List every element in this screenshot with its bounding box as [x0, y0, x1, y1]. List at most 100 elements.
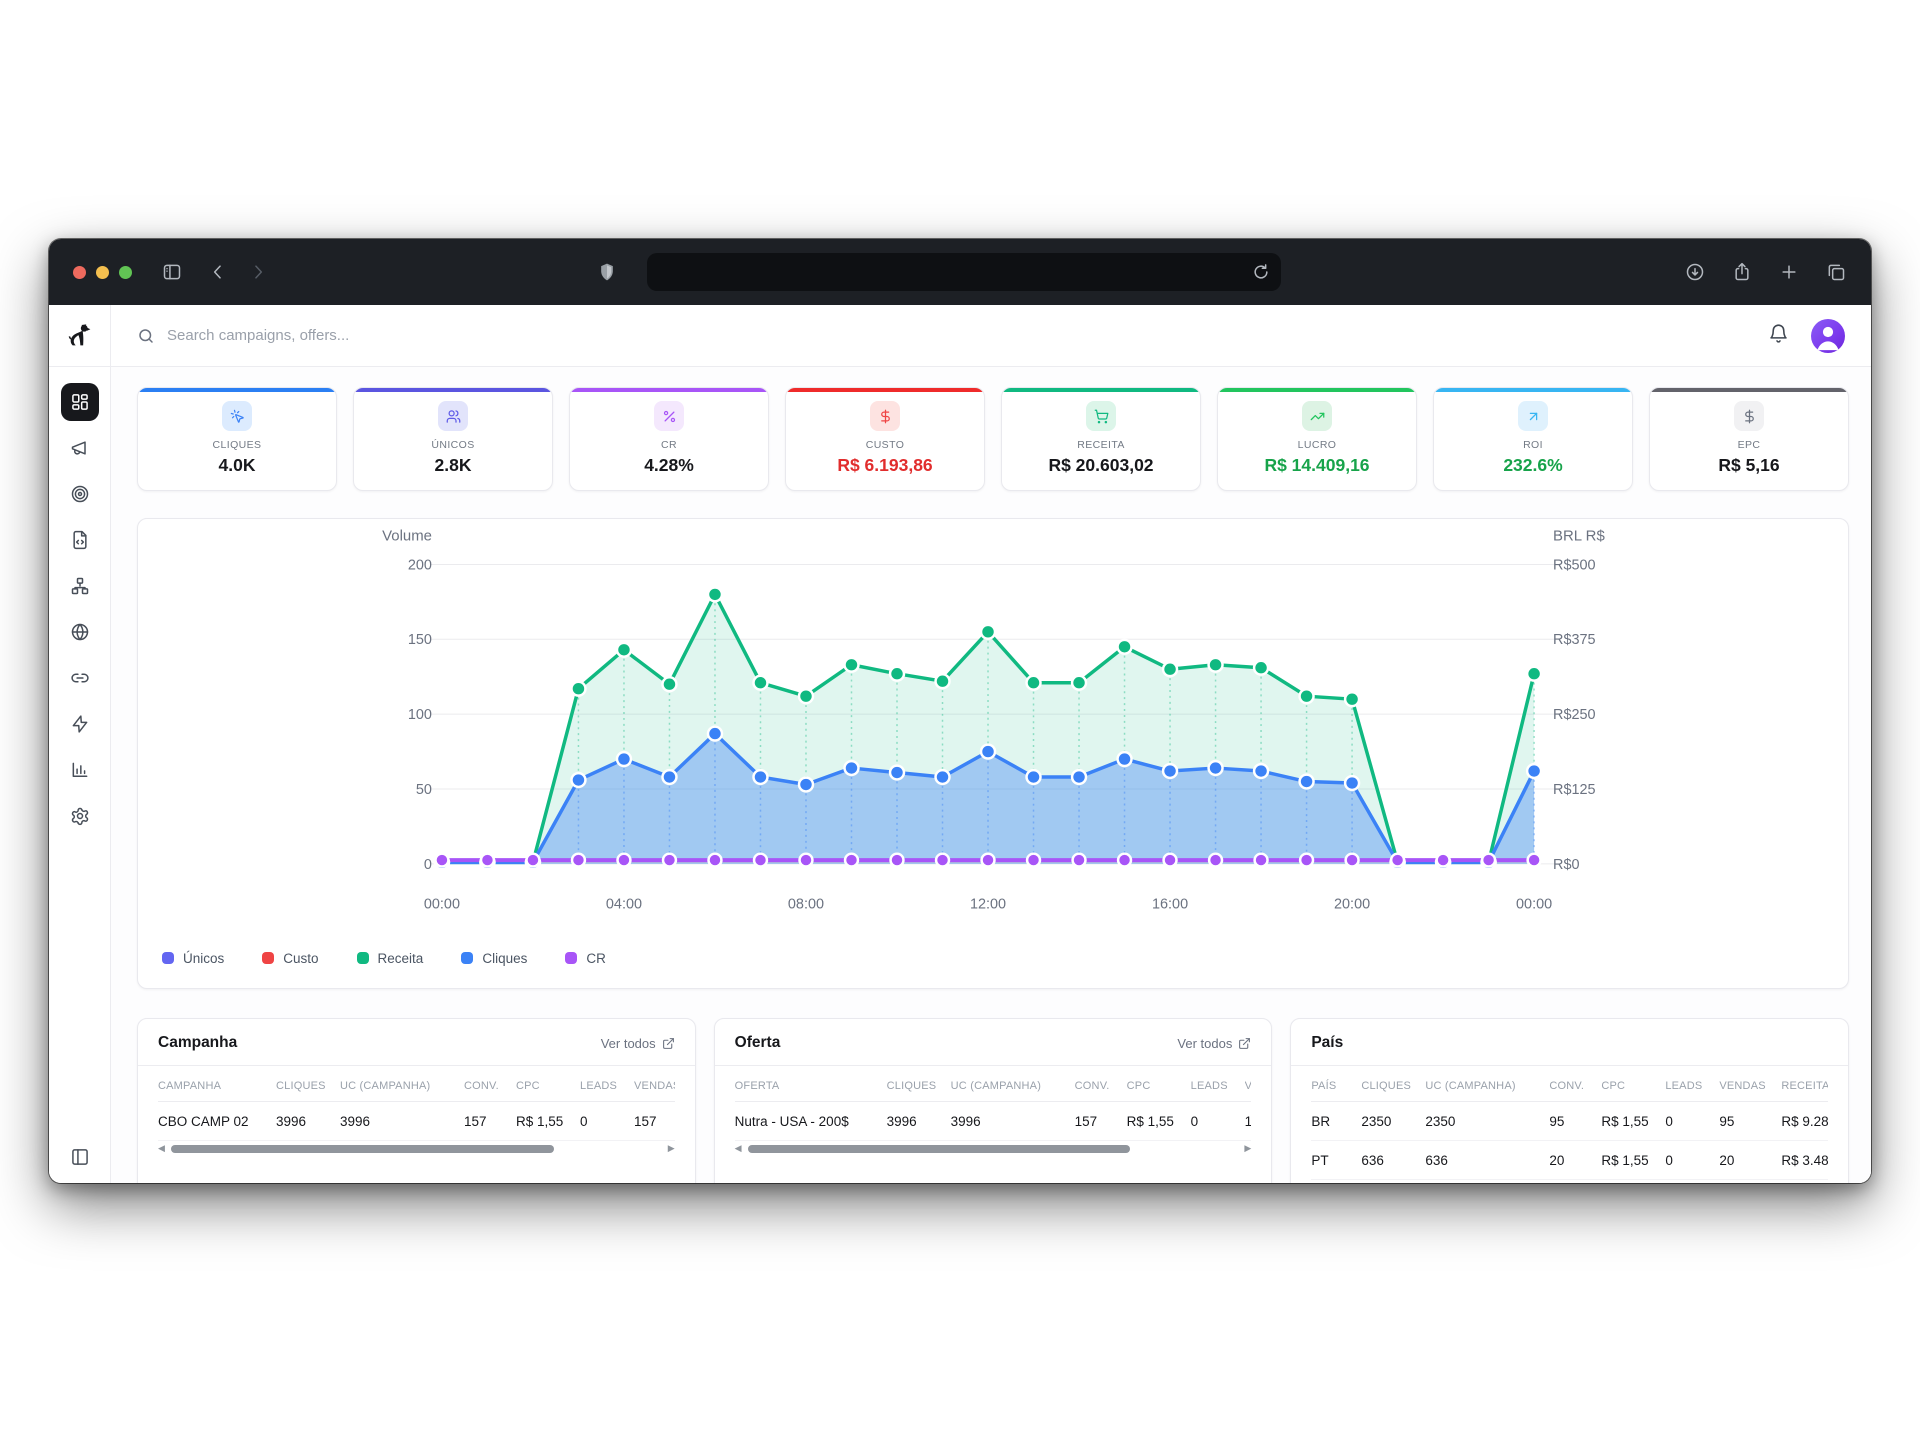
- table-cell: 95: [1719, 1114, 1735, 1129]
- bar-chart-icon: [72, 762, 87, 777]
- table-cell: R$ 1,55: [1126, 1114, 1174, 1129]
- traffic-lights: [73, 265, 132, 279]
- column-header: UC (CAMPANHA): [1425, 1080, 1516, 1092]
- zoom-button[interactable]: [119, 265, 132, 279]
- shield-icon[interactable]: [597, 262, 617, 282]
- sidebar-item-automation[interactable]: [61, 705, 99, 743]
- scrollbar-track[interactable]: [170, 1144, 662, 1153]
- column-header: CAMPANHA: [158, 1080, 222, 1092]
- scrollbar-thumb[interactable]: [170, 1144, 554, 1153]
- horizontal-scrollbar: ◀ ▶: [715, 1141, 1272, 1153]
- forward-icon[interactable]: [248, 262, 268, 282]
- table-cell: 157: [1074, 1114, 1098, 1129]
- column-header: RECEITA (CO: [1781, 1080, 1828, 1092]
- sidebar-item-offers[interactable]: [61, 475, 99, 513]
- kpi-accent-bar: [138, 388, 336, 392]
- column-header: PAÍS: [1311, 1080, 1337, 1092]
- table-cell: 3996: [950, 1114, 981, 1129]
- zap-icon: [72, 715, 87, 733]
- table-header-row: OFERTA CLIQUES UC (CAMPANHA) CONV. CPC LEADS V…: [734, 1066, 1252, 1102]
- share-icon[interactable]: [1732, 262, 1752, 282]
- gear-icon: [71, 807, 88, 826]
- svg-text:16:00: 16:00: [1152, 896, 1188, 912]
- column-header: CPC: [1126, 1080, 1151, 1092]
- click-icon: [222, 401, 252, 431]
- search-input[interactable]: [167, 327, 587, 344]
- back-icon[interactable]: [208, 262, 228, 282]
- sidebar-item-links[interactable]: [61, 659, 99, 697]
- column-header: CPC: [1601, 1080, 1626, 1092]
- minimize-button[interactable]: [96, 265, 109, 279]
- table-title: Oferta: [734, 1034, 781, 1051]
- column-header: VENDAS: [634, 1080, 675, 1092]
- sidebar-toggle-icon[interactable]: [162, 262, 182, 282]
- sidebar-item-dashboard[interactable]: [60, 383, 99, 421]
- sidebar-item-reports[interactable]: [61, 751, 99, 789]
- scroll-right-arrow[interactable]: ▶: [1244, 1143, 1252, 1153]
- address-bar[interactable]: [647, 253, 1281, 291]
- kpi-value: R$ 6.193,86: [837, 455, 933, 475]
- sidebar-item-flows[interactable]: [61, 567, 99, 605]
- table-cell: 636: [1361, 1153, 1384, 1168]
- view-all-link[interactable]: Ver todos: [1177, 1036, 1251, 1051]
- traffic-chart-card: 0 R$0 50 R$125 100 R$250 150 R$375 200 R$500 Volum…: [137, 518, 1849, 989]
- trending-up-icon: [1302, 401, 1332, 431]
- svg-text:BRL R$: BRL R$: [1553, 529, 1605, 545]
- sidebar-item-landing-pages[interactable]: [61, 521, 99, 559]
- scroll-left-arrow[interactable]: ◀: [734, 1143, 742, 1153]
- scroll-right-arrow[interactable]: ▶: [667, 1143, 675, 1153]
- notifications-bell-icon[interactable]: [1768, 323, 1789, 349]
- sidebar-item-campaigns[interactable]: [61, 429, 99, 467]
- kpi-label: CR: [661, 439, 677, 451]
- app-sidebar: [49, 305, 111, 1183]
- column-header: OFERTA: [734, 1080, 780, 1092]
- svg-text:04:00: 04:00: [606, 896, 642, 912]
- kpi-card-únicos: ÚNICOS 2.8K: [353, 387, 553, 491]
- legend-item-receita[interactable]: Receita: [356, 951, 423, 966]
- table-cell: Nutra - USA - 200$: [734, 1114, 849, 1129]
- legend-item-cr[interactable]: CR: [565, 951, 606, 966]
- scroll-left-arrow[interactable]: ◀: [158, 1143, 165, 1153]
- svg-text:00:00: 00:00: [1516, 896, 1552, 912]
- app-logo[interactable]: [49, 305, 110, 367]
- view-all-link[interactable]: Ver todos: [601, 1036, 675, 1051]
- scrollbar-track[interactable]: [747, 1144, 1239, 1153]
- dollar-icon: [870, 401, 900, 431]
- close-button[interactable]: [73, 265, 86, 279]
- column-header: CLIQUES: [1361, 1080, 1412, 1092]
- legend-item-custo[interactable]: Custo: [262, 951, 319, 966]
- table-cell: 0: [1190, 1114, 1199, 1129]
- table-cell: 157: [464, 1114, 487, 1129]
- kpi-value: R$ 5,16: [1718, 455, 1780, 475]
- svg-text:50: 50: [416, 782, 432, 798]
- globe-icon: [71, 623, 88, 641]
- legend-item-únicos[interactable]: Únicos: [162, 951, 224, 966]
- search-icon: [139, 328, 153, 343]
- scrollbar-thumb[interactable]: [747, 1144, 1131, 1153]
- legend-swatch: [162, 952, 174, 964]
- tab-overview-icon[interactable]: [1826, 262, 1846, 282]
- legend-swatch: [461, 952, 474, 964]
- sidebar-item-settings[interactable]: [61, 797, 99, 835]
- kpi-card-lucro: LUCRO R$ 14.409,16: [1217, 387, 1417, 491]
- new-tab-icon[interactable]: [1779, 262, 1799, 282]
- table-header-row: PAÍS CLIQUES UC (CAMPANHA) CONV. CPC LEADS VEN…: [1311, 1066, 1828, 1102]
- collapse-sidebar-button[interactable]: [61, 1145, 99, 1183]
- file-code-icon: [72, 530, 87, 550]
- percent-icon: [654, 401, 684, 431]
- column-header: LEADS: [580, 1080, 618, 1092]
- column-header: CPC: [516, 1080, 540, 1092]
- downloads-icon[interactable]: [1685, 262, 1705, 282]
- legend-swatch: [262, 952, 275, 964]
- svg-text:20:00: 20:00: [1334, 896, 1370, 912]
- legend-item-cliques[interactable]: Cliques: [461, 951, 527, 966]
- external-link-icon: [662, 1037, 674, 1049]
- address-input[interactable]: [657, 264, 1251, 280]
- user-avatar[interactable]: [1811, 318, 1845, 353]
- table-cell: R$ 3.484,10: [1781, 1153, 1828, 1168]
- sidebar-item-domains[interactable]: [61, 613, 99, 651]
- legend-label: CR: [586, 950, 606, 966]
- column-header: LEADS: [1190, 1080, 1228, 1092]
- reload-icon[interactable]: [1251, 262, 1271, 282]
